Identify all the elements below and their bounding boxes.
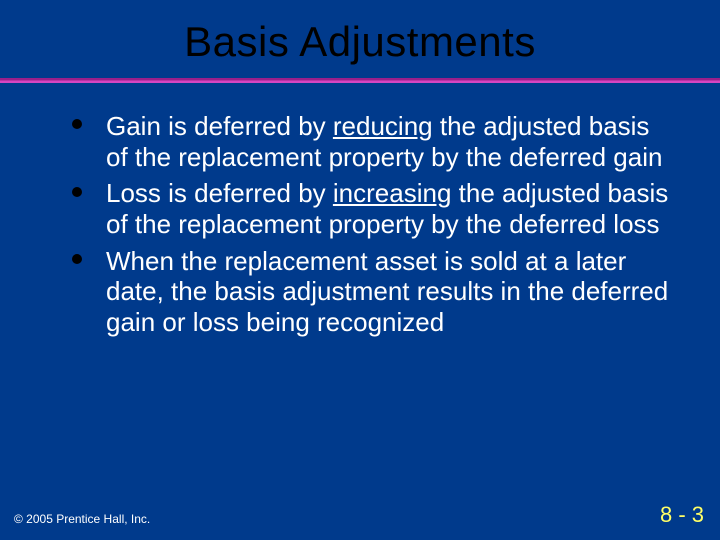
list-item: Loss is deferred by increasing the adjus… xyxy=(58,178,672,239)
slide-title: Basis Adjustments xyxy=(0,0,720,78)
slide: Basis Adjustments Gain is deferred by re… xyxy=(0,0,720,540)
bullet-dot-icon xyxy=(72,254,82,264)
footer-copyright: © 2005 Prentice Hall, Inc. xyxy=(14,512,150,526)
bullet-pre: Loss is deferred by xyxy=(106,178,333,208)
bullet-list: Gain is deferred by reducing the adjuste… xyxy=(58,111,672,338)
footer-page-number: 8 - 3 xyxy=(660,502,704,528)
bullet-dot-icon xyxy=(72,187,82,197)
list-item: Gain is deferred by reducing the adjuste… xyxy=(58,111,672,172)
bullet-pre: When the replacement asset is sold at a … xyxy=(106,246,668,337)
bullet-pre: Gain is deferred by xyxy=(106,111,333,141)
list-item: When the replacement asset is sold at a … xyxy=(58,246,672,338)
bullet-dot-icon xyxy=(72,119,82,129)
bullet-underline: reducing xyxy=(333,111,433,141)
slide-body: Gain is deferred by reducing the adjuste… xyxy=(0,83,720,338)
bullet-underline: increasing xyxy=(333,178,452,208)
